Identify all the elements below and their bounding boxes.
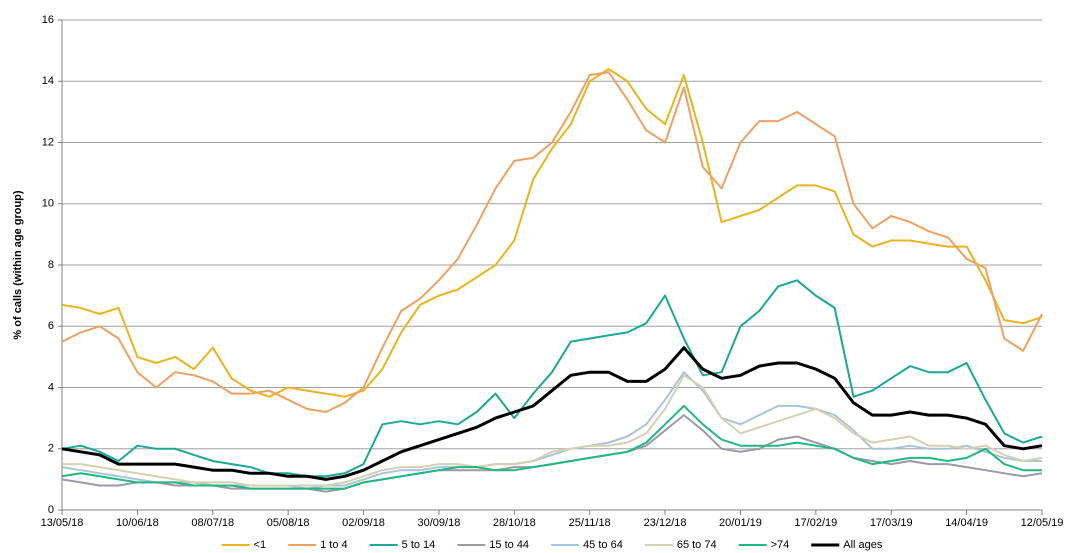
x-tick-label: 28/10/18 <box>493 517 536 529</box>
x-tick-label: 17/03/19 <box>870 517 913 529</box>
x-tick-label: 05/08/18 <box>267 517 310 529</box>
y-tick-label: 6 <box>48 320 54 332</box>
legend-label: 65 to 74 <box>677 539 717 551</box>
series-line <box>61 346 1043 481</box>
series-line <box>61 279 1043 478</box>
y-tick-label: 2 <box>48 443 54 455</box>
y-tick-label: 10 <box>42 198 54 210</box>
y-tick-label: 12 <box>42 136 54 148</box>
x-tick-label: 17/02/19 <box>794 517 837 529</box>
y-tick-label: 8 <box>48 259 54 271</box>
x-tick-label: 13/05/18 <box>41 517 84 529</box>
legend-label: 45 to 64 <box>583 539 623 551</box>
y-axis-label: % of calls (within age group) <box>12 190 24 339</box>
x-tick-label: 30/09/18 <box>418 517 461 529</box>
x-tick-label: 12/05/19 <box>1021 517 1064 529</box>
series-line <box>61 414 1043 493</box>
legend-label: >74 <box>771 539 790 551</box>
x-tick-label: 20/01/19 <box>719 517 762 529</box>
legend-label: 5 to 14 <box>402 539 436 551</box>
series-line <box>61 71 1043 413</box>
x-tick-label: 23/12/18 <box>644 517 687 529</box>
legend-label: 1 to 4 <box>320 539 348 551</box>
y-tick-label: 14 <box>42 75 54 87</box>
series-line <box>62 374 1043 487</box>
x-tick-label: 10/06/18 <box>116 517 159 529</box>
x-tick-label: 14/04/19 <box>945 517 988 529</box>
series-line <box>61 68 1043 398</box>
series-line <box>61 404 1042 490</box>
x-tick-label: 25/11/18 <box>569 517 611 529</box>
legend-label: <1 <box>254 539 267 551</box>
legend-label: 15 to 44 <box>489 539 529 551</box>
y-tick-label: 4 <box>48 381 54 393</box>
y-tick-label: 16 <box>42 14 54 26</box>
x-tick-label: 08/07/18 <box>191 517 234 529</box>
x-tick-label: 02/09/18 <box>342 517 385 529</box>
y-tick-label: 0 <box>48 504 54 516</box>
legend-label: All ages <box>843 539 883 551</box>
